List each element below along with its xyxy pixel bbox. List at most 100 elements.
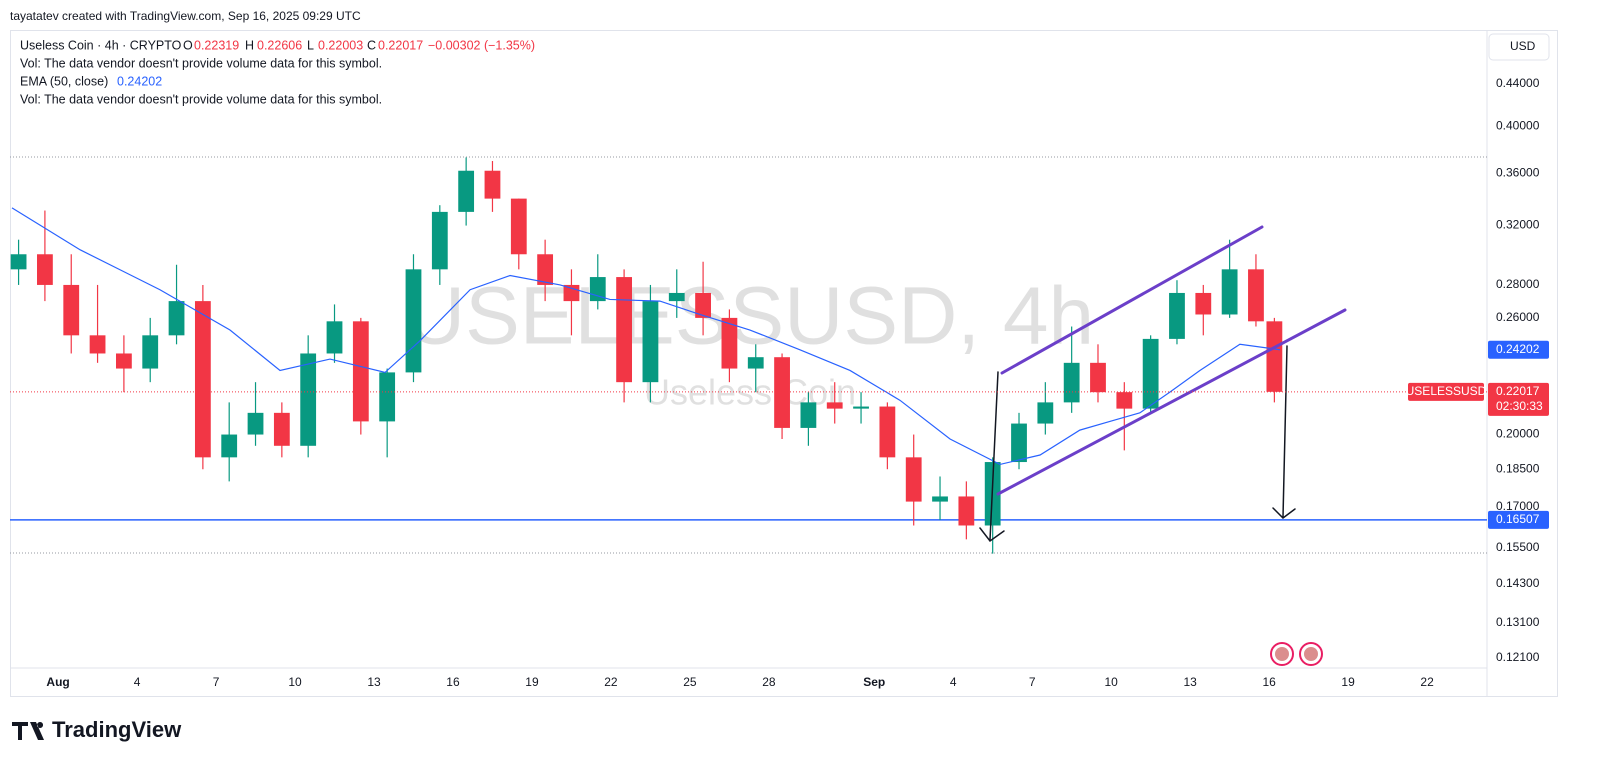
y-tick-label: 0.17000 bbox=[1496, 499, 1540, 513]
vol-note: Vol: The data vendor doesn't provide vol… bbox=[20, 56, 382, 70]
candle-body bbox=[379, 372, 396, 422]
ema-value: 0.24202 bbox=[117, 74, 162, 88]
candle-body bbox=[905, 457, 922, 502]
candle-body bbox=[1195, 292, 1212, 315]
o-value: 0.22319 bbox=[194, 38, 239, 52]
currency[interactable]: USD bbox=[1510, 39, 1536, 53]
logo-icon bbox=[12, 722, 44, 740]
candle-body bbox=[273, 412, 290, 446]
arrow-left bbox=[979, 371, 1005, 543]
candle-body bbox=[616, 277, 633, 383]
candle-body bbox=[747, 357, 764, 369]
candle-body bbox=[1266, 321, 1283, 392]
candle-body bbox=[352, 321, 369, 422]
x-tick-label: 22 bbox=[1420, 675, 1434, 689]
x-tick-label: 16 bbox=[1262, 675, 1276, 689]
countdown: 02:30:33 bbox=[1496, 399, 1543, 413]
x-tick-label: 7 bbox=[1029, 675, 1036, 689]
candle-body bbox=[115, 353, 132, 369]
x-tick-label: 10 bbox=[1104, 675, 1118, 689]
candle-body bbox=[642, 301, 659, 383]
plot bbox=[10, 157, 1487, 554]
o-label: O bbox=[183, 38, 193, 52]
x-tick-label: 10 bbox=[288, 675, 302, 689]
candle-body bbox=[695, 292, 711, 318]
channel-upper bbox=[1000, 225, 1264, 375]
drawings bbox=[979, 225, 1347, 543]
candle-body bbox=[510, 198, 527, 255]
candle-body bbox=[1221, 269, 1238, 315]
candle-body bbox=[10, 254, 27, 270]
x-tick-label: 13 bbox=[1183, 675, 1197, 689]
x-tick-label: 28 bbox=[762, 675, 776, 689]
ema-badge-label: 0.24202 bbox=[1496, 342, 1540, 356]
candle-body bbox=[431, 211, 448, 270]
candle-body bbox=[405, 269, 422, 373]
last-price-label: 0.22017 bbox=[1496, 384, 1540, 398]
x-tick-label: 4 bbox=[134, 675, 141, 689]
candle-body bbox=[800, 402, 817, 428]
y-tick-label: 0.26000 bbox=[1496, 310, 1540, 324]
candle-body bbox=[247, 412, 264, 435]
candle-body bbox=[1037, 402, 1054, 424]
candle-body bbox=[958, 496, 975, 526]
candle-body bbox=[458, 170, 475, 212]
candle-body bbox=[89, 335, 106, 354]
y-tick-label: 0.13100 bbox=[1496, 615, 1540, 629]
candle-body bbox=[774, 357, 790, 428]
vol-note: Vol: The data vendor doesn't provide vol… bbox=[20, 92, 382, 106]
x-tick-label: 16 bbox=[446, 675, 460, 689]
chart-frame bbox=[10, 30, 1558, 697]
y-tick-label: 0.12100 bbox=[1496, 650, 1540, 664]
candle-body bbox=[1248, 269, 1264, 322]
y-tick-label: 0.28000 bbox=[1496, 277, 1540, 291]
x-tick-label: 7 bbox=[213, 675, 220, 689]
y-tick-label: 0.40000 bbox=[1496, 119, 1540, 133]
candle-body bbox=[194, 301, 211, 458]
l-value: 0.22003 bbox=[318, 38, 363, 52]
watermark: USELESSUSD, 4h bbox=[406, 271, 1094, 362]
y-tick-label: 0.32000 bbox=[1496, 218, 1540, 232]
event-icons bbox=[1270, 642, 1323, 666]
candle-body bbox=[221, 434, 238, 458]
candle-body bbox=[326, 321, 343, 354]
x-tick-label: 19 bbox=[1341, 675, 1355, 689]
candle-body bbox=[826, 402, 843, 409]
event-icon-inner bbox=[1275, 647, 1289, 661]
ema-label: EMA (50, close) bbox=[20, 74, 108, 88]
c-label: C bbox=[367, 38, 376, 52]
credit: tayatatev created with TradingView.com, … bbox=[10, 9, 361, 23]
y-tick-label: 0.14300 bbox=[1496, 576, 1540, 590]
h-value: 0.22606 bbox=[257, 38, 302, 52]
x-tick-label: 4 bbox=[950, 675, 957, 689]
candle-body bbox=[721, 317, 738, 369]
arrow-right bbox=[1272, 345, 1296, 519]
candle-body bbox=[1011, 423, 1027, 463]
y-tick-label: 0.44000 bbox=[1496, 76, 1540, 90]
event-icon-inner bbox=[1304, 647, 1318, 661]
candle-body bbox=[1116, 392, 1133, 409]
currency-button[interactable] bbox=[1488, 33, 1550, 61]
candle-body bbox=[37, 254, 53, 285]
x-tick-label: Aug bbox=[46, 675, 69, 689]
candle-body bbox=[932, 496, 948, 502]
candle-body bbox=[879, 406, 896, 458]
last-price-badge bbox=[1488, 382, 1549, 416]
candle-body bbox=[1169, 292, 1185, 339]
ema-badge bbox=[1488, 340, 1549, 359]
candle-body bbox=[142, 335, 159, 369]
l-label: L bbox=[307, 38, 314, 52]
candle-body bbox=[300, 353, 317, 446]
candle-body bbox=[168, 301, 185, 336]
watermark-sub: Useless Coin bbox=[644, 372, 856, 413]
channel-lower bbox=[996, 308, 1347, 496]
c-value: 0.22017 bbox=[378, 38, 423, 52]
y-tick-label: 0.36000 bbox=[1496, 165, 1540, 179]
candle-body bbox=[563, 284, 580, 302]
candle-body bbox=[853, 406, 869, 409]
x-tick-label: 22 bbox=[604, 675, 618, 689]
x-tick-label: 13 bbox=[367, 675, 381, 689]
y-tick-label: 0.15500 bbox=[1496, 540, 1540, 554]
candle-body bbox=[1142, 338, 1159, 409]
